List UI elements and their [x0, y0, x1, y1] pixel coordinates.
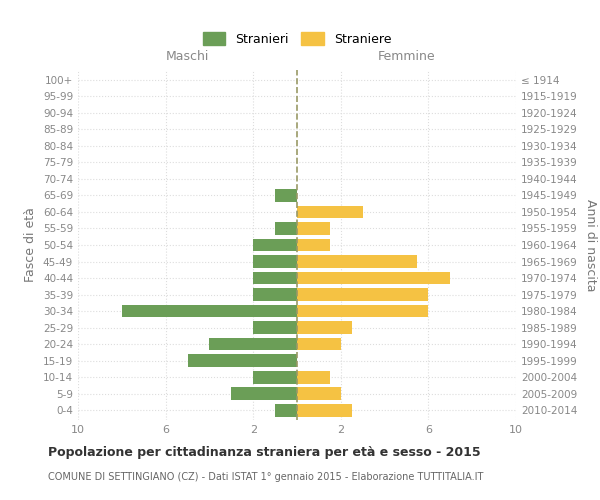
Bar: [253, 321, 297, 334]
Bar: [297, 404, 352, 416]
Text: COMUNE DI SETTINGIANO (CZ) - Dati ISTAT 1° gennaio 2015 - Elaborazione TUTTITALI: COMUNE DI SETTINGIANO (CZ) - Dati ISTAT …: [48, 472, 484, 482]
Bar: [187, 354, 297, 367]
Bar: [253, 370, 297, 384]
Bar: [253, 255, 297, 268]
Bar: [122, 304, 297, 318]
Y-axis label: Anni di nascita: Anni di nascita: [584, 198, 597, 291]
Bar: [275, 222, 297, 235]
Bar: [297, 387, 341, 400]
Bar: [297, 206, 362, 218]
Bar: [297, 304, 428, 318]
Bar: [297, 222, 330, 235]
Bar: [297, 288, 428, 301]
Y-axis label: Fasce di età: Fasce di età: [25, 208, 37, 282]
Bar: [253, 238, 297, 252]
Text: Femmine: Femmine: [377, 50, 436, 63]
Bar: [275, 189, 297, 202]
Text: Popolazione per cittadinanza straniera per età e sesso - 2015: Popolazione per cittadinanza straniera p…: [48, 446, 481, 459]
Bar: [297, 370, 330, 384]
Bar: [297, 338, 341, 350]
Bar: [253, 272, 297, 284]
Bar: [297, 321, 352, 334]
Text: Maschi: Maschi: [166, 50, 209, 63]
Bar: [209, 338, 297, 350]
Bar: [297, 238, 330, 252]
Legend: Stranieri, Straniere: Stranieri, Straniere: [198, 28, 396, 51]
Bar: [275, 404, 297, 416]
Bar: [253, 288, 297, 301]
Bar: [297, 272, 450, 284]
Bar: [232, 387, 297, 400]
Bar: [297, 255, 418, 268]
